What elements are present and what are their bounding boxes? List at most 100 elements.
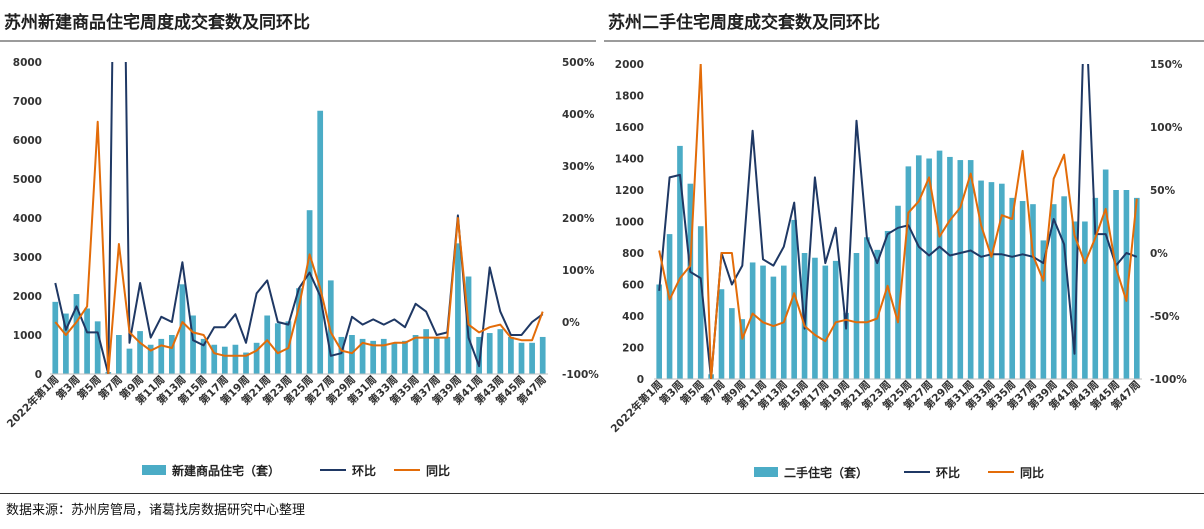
- bar: [770, 276, 777, 379]
- bar: [190, 315, 196, 374]
- bar: [999, 183, 1005, 379]
- bar: [158, 338, 165, 374]
- bar: [444, 336, 451, 374]
- bar: [874, 249, 881, 379]
- bar: [455, 243, 461, 374]
- bar: [1019, 201, 1026, 379]
- x-axis-tick-label: 2022年第1周: [608, 378, 665, 435]
- bar: [1123, 190, 1130, 379]
- bar: [476, 336, 482, 374]
- legend-mom-label: 环比: [936, 465, 960, 480]
- bar: [832, 260, 839, 379]
- bar: [317, 110, 324, 374]
- legend-bar-label: 新建商品住宅（套）: [172, 463, 280, 478]
- bar: [988, 182, 995, 379]
- yoy-line: [54, 120, 544, 374]
- bar: [1092, 197, 1099, 379]
- bar: [433, 336, 440, 374]
- bar: [729, 308, 735, 379]
- bar: [168, 335, 175, 374]
- bar: [843, 312, 849, 379]
- bar: [1082, 221, 1088, 379]
- bar: [306, 210, 313, 374]
- new-home-chart: 0 1000 2000 3000 4000 5000 6000 7000 8000 -100% 0%…: [4, 57, 599, 478]
- bar: [1071, 221, 1078, 379]
- bar: [539, 336, 546, 374]
- right-axis-tick-label: 50%: [1150, 185, 1176, 197]
- left-axis-tick-label: 1000: [615, 217, 644, 229]
- bar: [518, 342, 525, 374]
- bar: [739, 319, 746, 379]
- bar: [221, 346, 228, 374]
- bar: [402, 340, 408, 374]
- bar: [1040, 240, 1047, 379]
- bar: [656, 284, 662, 379]
- bar: [391, 342, 398, 374]
- left-axis-tick-label: 0: [637, 374, 644, 386]
- bar: [1061, 196, 1067, 379]
- legend-bar-swatch: [142, 465, 166, 475]
- bar: [1102, 169, 1109, 379]
- bar: [812, 257, 818, 379]
- bar: [749, 262, 756, 379]
- left-axis-tick-label: 5000: [13, 174, 42, 186]
- left-title-rule: [0, 40, 596, 42]
- bar: [822, 265, 829, 379]
- bar-series: [656, 145, 1140, 379]
- data-source-note: 数据来源：苏州房管局，诸葛找房数据研究中心整理: [6, 503, 306, 518]
- bar: [232, 344, 239, 374]
- bar: [697, 226, 704, 379]
- bar: [243, 352, 249, 374]
- bar: [895, 205, 901, 379]
- legend-bar-swatch: [754, 467, 778, 477]
- left-axis-tick-label: 600: [622, 280, 644, 292]
- bar: [677, 145, 683, 379]
- bar: [497, 329, 504, 374]
- resale-home-chart: 0 200 400 600 800 1000 1200 1400 1600 1800 2000 -10…: [608, 59, 1187, 480]
- bar: [967, 160, 974, 379]
- bar: [423, 329, 430, 374]
- left-axis-tick-label: 400: [622, 311, 644, 323]
- legend-bar-label: 二手住宅（套）: [784, 465, 868, 480]
- left-axis-tick-label: 800: [622, 248, 644, 260]
- bar: [508, 336, 514, 374]
- mom-line: [658, 64, 1138, 379]
- bar: [370, 340, 377, 374]
- bar: [137, 331, 143, 374]
- bar: [1009, 197, 1016, 379]
- left-axis-tick-label: 1200: [615, 185, 644, 197]
- bar: [264, 315, 271, 374]
- bar: [1113, 190, 1119, 379]
- yoy-line: [658, 64, 1138, 379]
- left-axis-tick-label: 3000: [13, 252, 42, 264]
- bar: [380, 338, 387, 374]
- bar: [338, 336, 345, 374]
- bar: [327, 280, 334, 374]
- left-axis-tick-label: 2000: [615, 59, 644, 71]
- bar: [126, 348, 133, 374]
- right-axis-tick-label: 400%: [562, 109, 595, 121]
- right-axis-tick-label: 100%: [562, 265, 595, 277]
- bar: [94, 321, 101, 374]
- bar: [718, 289, 725, 379]
- bar: [412, 335, 419, 374]
- right-axis-tick-label: 0%: [562, 317, 580, 329]
- bar: [52, 301, 59, 374]
- x-axis-tick-label: 2022年第1周: [4, 373, 61, 430]
- left-axis-tick-label: 0: [35, 369, 42, 381]
- bar: [179, 284, 186, 374]
- footer-rule: [0, 493, 1204, 494]
- bar: [359, 338, 366, 374]
- bar: [947, 156, 953, 379]
- bar: [211, 344, 218, 374]
- bar: [253, 342, 260, 374]
- right-axis-tick-label: 0%: [1150, 248, 1168, 260]
- bar: [936, 150, 943, 379]
- bar: [116, 335, 122, 374]
- bar: [791, 219, 797, 379]
- legend-yoy-label: 同比: [426, 463, 450, 478]
- right-chart-title: 苏州二手住宅周度成交套数及同环比: [608, 13, 880, 33]
- bar: [905, 166, 912, 379]
- right-axis-tick-label: 150%: [1150, 59, 1183, 71]
- bar: [884, 230, 891, 379]
